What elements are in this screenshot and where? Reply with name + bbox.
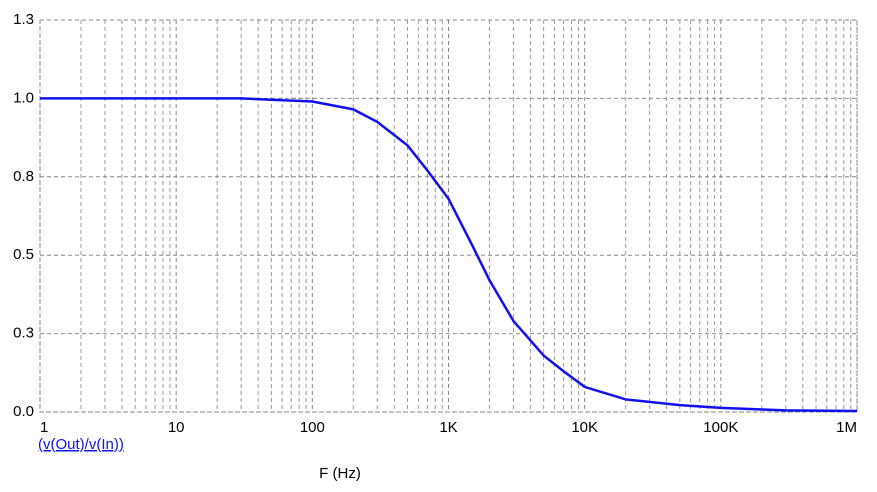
- x-tick-label: 100: [300, 419, 325, 436]
- x-tick-label: 10K: [571, 419, 598, 436]
- y-tick-label: 1.3: [13, 11, 34, 28]
- y-tick-label: 0.8: [13, 168, 34, 185]
- y-tick-label: 0.5: [13, 246, 34, 263]
- x-tick-label: 10: [168, 419, 185, 436]
- legend-entry: (v(Out)/v(In)): [38, 436, 124, 453]
- y-tick-label: 0.3: [13, 325, 34, 342]
- series-line: [40, 97, 858, 413]
- x-axis-label: F (Hz): [319, 465, 361, 482]
- plot-frame: [39, 19, 858, 413]
- y-tick-label: 1.0: [13, 89, 34, 106]
- x-tick-label: 1M: [836, 419, 857, 436]
- x-tick-label: 1: [40, 419, 48, 436]
- x-tick-label: 100K: [703, 419, 738, 436]
- y-tick-label: 0.0: [13, 403, 34, 420]
- x-tick-label: 1K: [439, 419, 457, 436]
